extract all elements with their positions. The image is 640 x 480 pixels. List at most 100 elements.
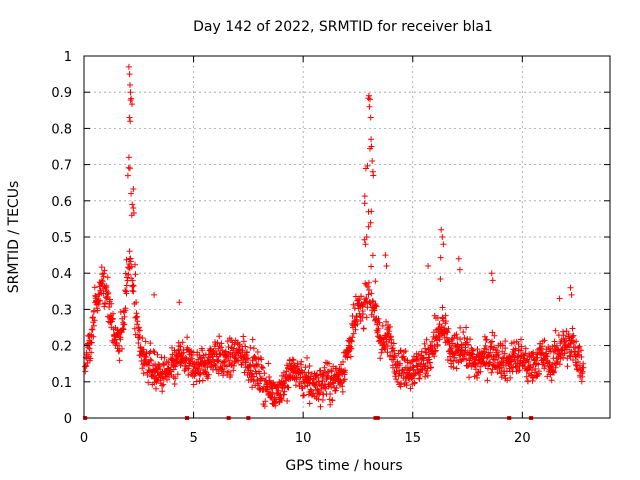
data-point <box>122 305 129 312</box>
data-point <box>568 291 575 298</box>
data-point <box>127 165 133 172</box>
x-tick-label: 5 <box>189 431 197 446</box>
data-point <box>159 374 166 381</box>
data-point <box>245 356 252 362</box>
data-point <box>375 325 382 332</box>
data-point <box>442 318 449 325</box>
data-point <box>240 333 247 340</box>
data-point <box>348 345 355 352</box>
data-point <box>121 313 128 320</box>
data-point <box>453 331 460 338</box>
data-point <box>135 340 142 346</box>
data-point <box>145 379 152 386</box>
data-point <box>556 361 563 368</box>
data-point <box>460 329 467 336</box>
data-point <box>230 367 237 374</box>
data-point <box>560 328 566 335</box>
x-tick-label: 10 <box>295 431 312 446</box>
y-axis-label: SRMTID / TECUs <box>6 181 22 294</box>
data-point <box>424 372 431 379</box>
data-point <box>350 301 357 308</box>
data-point <box>312 383 319 390</box>
data-point <box>147 340 154 347</box>
data-point <box>225 344 232 350</box>
data-point <box>474 346 481 353</box>
data-point <box>364 283 371 290</box>
data-point <box>216 333 223 340</box>
data-point <box>347 345 354 352</box>
data-point <box>354 321 361 327</box>
data-point <box>429 338 436 345</box>
x-tick-label: 15 <box>404 431 421 446</box>
data-point <box>418 348 425 355</box>
data-point <box>307 386 314 393</box>
data-point <box>127 97 134 104</box>
data-point <box>218 340 225 347</box>
data-point <box>269 391 276 398</box>
data-point <box>132 271 139 278</box>
data-point <box>394 379 401 385</box>
data-point <box>439 304 446 311</box>
data-point <box>569 325 576 332</box>
data-point <box>391 347 397 354</box>
chart-title: Day 142 of 2022, SRMTID for receiver bla… <box>193 19 493 35</box>
data-point <box>361 193 368 200</box>
data-point <box>94 307 101 314</box>
data-point <box>116 357 123 364</box>
data-point <box>243 355 250 362</box>
data-point <box>90 333 97 340</box>
data-point <box>249 336 256 343</box>
data-point <box>328 367 335 374</box>
data-point <box>100 270 107 277</box>
data-point <box>489 277 496 284</box>
data-point <box>147 356 154 363</box>
data-point <box>265 360 272 367</box>
data-point <box>333 385 340 392</box>
data-point <box>104 274 111 281</box>
data-point <box>304 354 310 361</box>
data-point <box>437 254 444 261</box>
data-point <box>177 343 184 350</box>
data-point <box>473 366 479 373</box>
data-point <box>365 208 372 215</box>
data-point <box>353 314 360 321</box>
data-point <box>445 325 452 332</box>
data-point <box>426 359 433 366</box>
data-point <box>467 336 474 343</box>
data-point <box>362 241 369 248</box>
data-point <box>434 315 441 321</box>
data-point <box>124 274 130 281</box>
data-point <box>548 377 555 384</box>
data-point <box>175 347 182 354</box>
data-point <box>372 278 379 285</box>
data-point <box>522 345 529 352</box>
data-point <box>235 346 242 352</box>
data-point <box>133 310 140 317</box>
data-point <box>489 338 495 345</box>
data-point <box>306 363 313 369</box>
data-point <box>119 325 126 332</box>
data-point <box>315 374 322 381</box>
data-point <box>348 338 355 345</box>
data-point <box>182 359 189 366</box>
y-tick-label: 0 <box>64 412 72 427</box>
data-point <box>179 339 186 346</box>
data-point <box>139 365 146 372</box>
data-point <box>516 367 523 374</box>
data-point <box>381 341 388 348</box>
data-point <box>222 358 229 365</box>
data-point <box>135 324 142 331</box>
grid <box>84 56 610 418</box>
data-point <box>570 332 577 339</box>
data-point <box>117 334 124 341</box>
y-tick-label: 1 <box>64 50 72 65</box>
data-point <box>130 288 137 295</box>
y-tick-label: 0.3 <box>51 303 72 318</box>
data-point <box>247 367 254 374</box>
x-tick-label: 0 <box>80 431 88 446</box>
data-point <box>352 293 359 300</box>
data-point <box>384 332 391 338</box>
data-point <box>169 351 176 358</box>
data-point <box>570 357 576 363</box>
data-point <box>249 384 256 391</box>
